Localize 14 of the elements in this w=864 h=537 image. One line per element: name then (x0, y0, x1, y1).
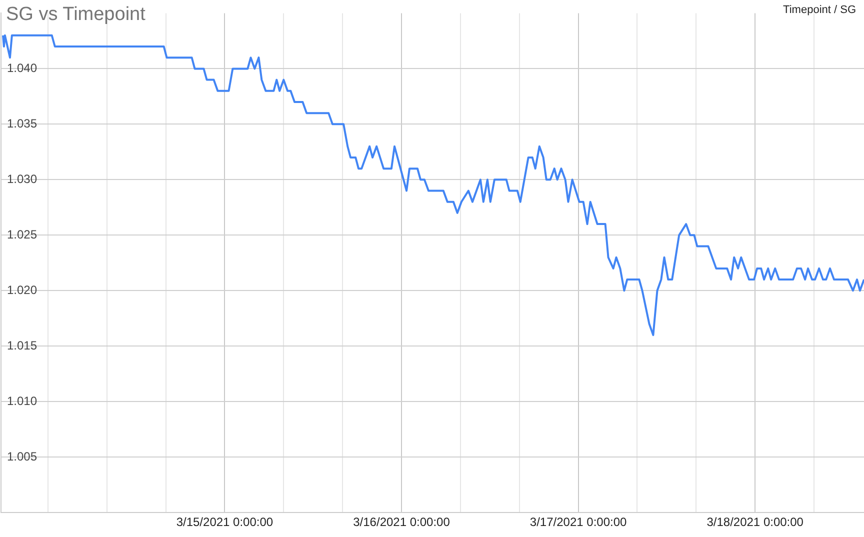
x-tick-label: 3/15/2021 0:00:00 (176, 515, 274, 530)
annotation: Timepoint / SG (783, 4, 856, 16)
y-tick-label: 1.010 (7, 394, 38, 408)
y-tick-label: 1.025 (7, 227, 38, 242)
y-tick-label: 1.040 (7, 61, 38, 75)
x-tick-label: 3/17/2021 0:00:00 (530, 515, 627, 530)
x-tick-label: 3/16/2021 0:00:00 (353, 515, 450, 530)
y-tick-label: 1.020 (7, 282, 38, 297)
chart-title: SG vs Timepoint (6, 4, 146, 26)
y-tick-label: 1.030 (7, 172, 38, 186)
y-tick-label: 1.005 (7, 449, 38, 464)
y-tick-label: 1.015 (7, 338, 38, 352)
x-tick-label: 3/18/2021 0:00:00 (706, 515, 804, 530)
y-tick-label: 1.035 (7, 116, 38, 130)
